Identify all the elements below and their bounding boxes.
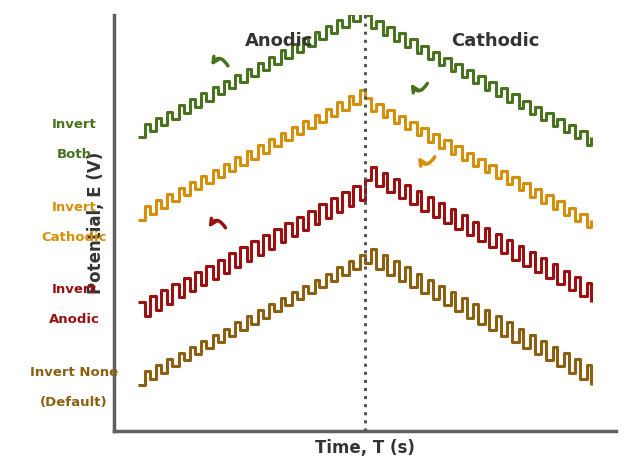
Y-axis label: Potential, E (V): Potential, E (V): [87, 152, 105, 294]
Text: Cathodic: Cathodic: [451, 32, 540, 50]
Text: Invert: Invert: [52, 118, 97, 131]
Text: Invert None: Invert None: [30, 366, 118, 379]
Text: Cathodic: Cathodic: [42, 231, 107, 244]
Text: Both: Both: [57, 148, 91, 161]
X-axis label: Time, T (s): Time, T (s): [315, 439, 415, 457]
Text: Invert: Invert: [52, 201, 97, 214]
Text: (Default): (Default): [40, 396, 108, 409]
Text: Anodic: Anodic: [245, 32, 314, 50]
Text: Invert: Invert: [52, 283, 97, 296]
Text: Anodic: Anodic: [49, 313, 100, 326]
